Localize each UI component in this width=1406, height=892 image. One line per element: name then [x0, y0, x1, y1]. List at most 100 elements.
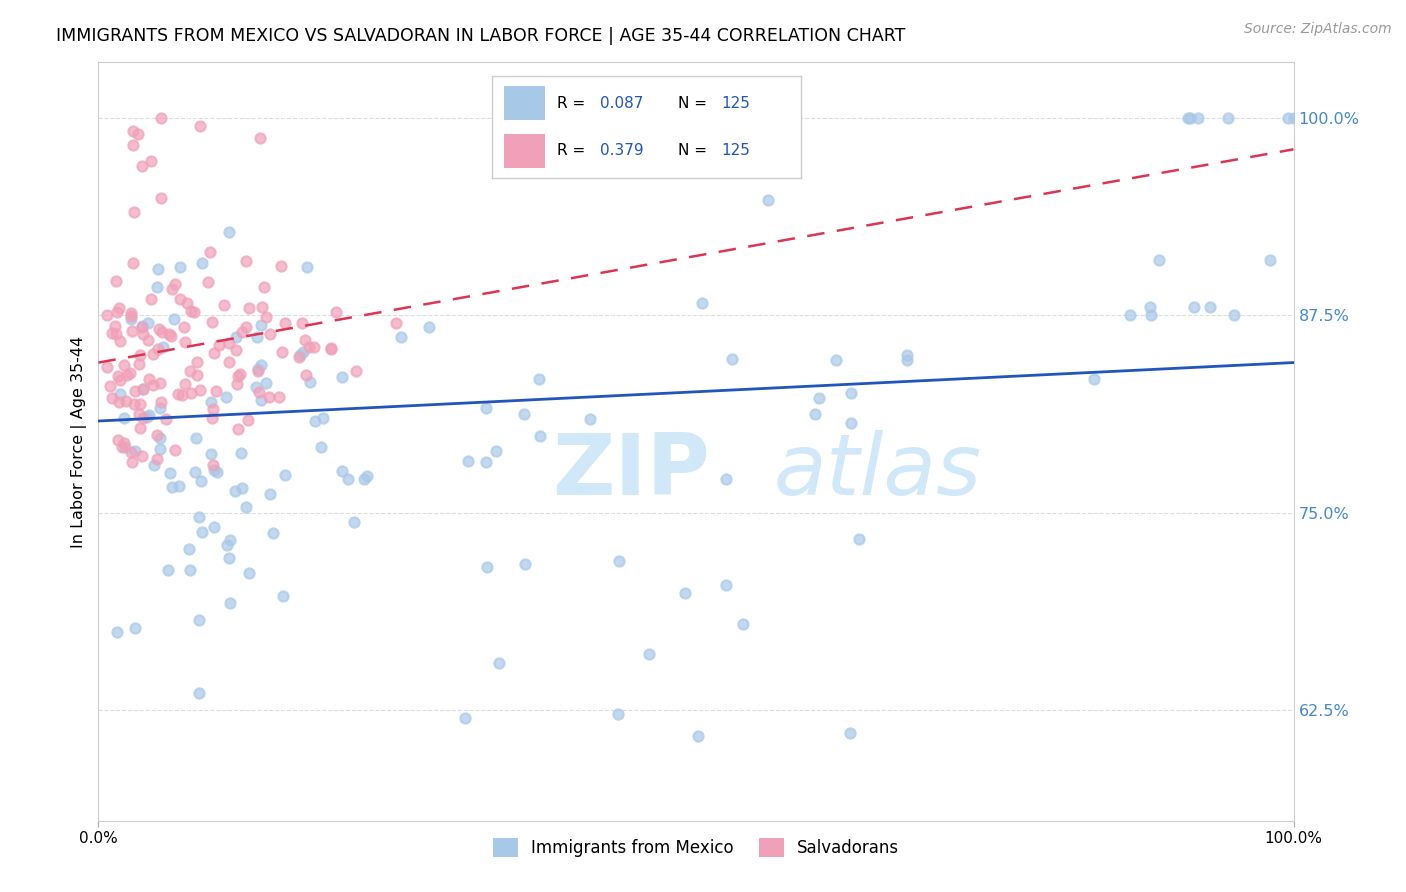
- Point: [98, 379, 121, 393]
- Point: [270, 259, 292, 273]
- Point: [231, 446, 253, 460]
- Point: [299, 376, 322, 390]
- Point: [721, 351, 744, 366]
- Point: [274, 317, 297, 331]
- Point: [529, 429, 551, 443]
- Text: Source: ZipAtlas.com: Source: ZipAtlas.com: [1244, 22, 1392, 37]
- Point: [271, 345, 294, 359]
- Point: [259, 487, 281, 501]
- Point: [247, 384, 270, 399]
- Point: [808, 392, 831, 406]
- Point: [246, 330, 269, 344]
- Point: [174, 377, 197, 392]
- Point: [115, 368, 138, 383]
- Point: [226, 376, 249, 391]
- Point: [167, 479, 190, 493]
- Point: [122, 397, 145, 411]
- Point: [128, 357, 150, 371]
- Point: [105, 305, 128, 319]
- Point: [120, 445, 142, 459]
- Point: [167, 386, 190, 401]
- Point: [228, 422, 250, 436]
- Point: [201, 411, 224, 425]
- Point: [149, 442, 172, 456]
- Text: IMMIGRANTS FROM MEXICO VS SALVADORAN IN LABOR FORCE | AGE 35-44 CORRELATION CHAR: IMMIGRANTS FROM MEXICO VS SALVADORAN IN …: [56, 27, 905, 45]
- Point: [513, 557, 536, 571]
- Point: [132, 327, 155, 342]
- Point: [156, 563, 179, 577]
- Point: [202, 463, 225, 477]
- Point: [218, 336, 240, 351]
- Point: [150, 325, 173, 339]
- Point: [112, 436, 135, 450]
- Point: [231, 481, 253, 495]
- Point: [309, 440, 332, 454]
- Point: [1199, 300, 1222, 314]
- Point: [122, 256, 145, 270]
- Point: [294, 333, 316, 347]
- Point: [145, 279, 167, 293]
- Point: [1177, 111, 1199, 125]
- Point: [304, 414, 326, 428]
- Point: [353, 472, 375, 486]
- Text: R =: R =: [557, 96, 591, 111]
- Point: [513, 407, 536, 421]
- Point: [356, 468, 378, 483]
- Point: [1282, 111, 1305, 125]
- Point: [202, 346, 225, 360]
- Point: [389, 330, 412, 344]
- Point: [453, 711, 475, 725]
- Point: [139, 153, 162, 168]
- Point: [129, 397, 152, 411]
- Text: 0.379: 0.379: [600, 144, 644, 158]
- Point: [219, 596, 242, 610]
- Point: [173, 319, 195, 334]
- Point: [190, 474, 212, 488]
- Point: [343, 515, 366, 529]
- Point: [839, 385, 862, 400]
- Point: [475, 454, 498, 468]
- Point: [149, 191, 172, 205]
- Point: [218, 551, 240, 566]
- Point: [235, 253, 257, 268]
- Point: [163, 312, 186, 326]
- Point: [108, 373, 131, 387]
- Point: [148, 342, 170, 356]
- Point: [183, 305, 205, 319]
- Point: [184, 431, 207, 445]
- Point: [107, 433, 129, 447]
- FancyBboxPatch shape: [505, 135, 544, 168]
- Point: [218, 355, 240, 369]
- Point: [238, 566, 260, 580]
- Point: [124, 444, 146, 458]
- Point: [138, 408, 160, 422]
- Point: [714, 472, 737, 486]
- Point: [824, 352, 846, 367]
- Point: [247, 364, 270, 378]
- Point: [250, 318, 273, 332]
- Point: [160, 282, 183, 296]
- Point: [149, 111, 172, 125]
- Point: [219, 533, 242, 548]
- Point: [107, 394, 129, 409]
- Point: [200, 447, 222, 461]
- Point: [163, 277, 186, 291]
- Point: [1140, 308, 1163, 322]
- Point: [143, 458, 166, 473]
- Point: [385, 316, 408, 330]
- Point: [146, 262, 169, 277]
- Point: [1083, 372, 1105, 386]
- Point: [188, 613, 211, 627]
- Point: [131, 450, 153, 464]
- Point: [191, 256, 214, 270]
- Point: [274, 467, 297, 482]
- Point: [150, 395, 173, 409]
- Point: [321, 342, 343, 356]
- Point: [197, 275, 219, 289]
- Point: [291, 344, 314, 359]
- Point: [149, 430, 172, 444]
- Point: [122, 123, 145, 137]
- Point: [180, 303, 202, 318]
- Point: [607, 706, 630, 721]
- Point: [104, 319, 127, 334]
